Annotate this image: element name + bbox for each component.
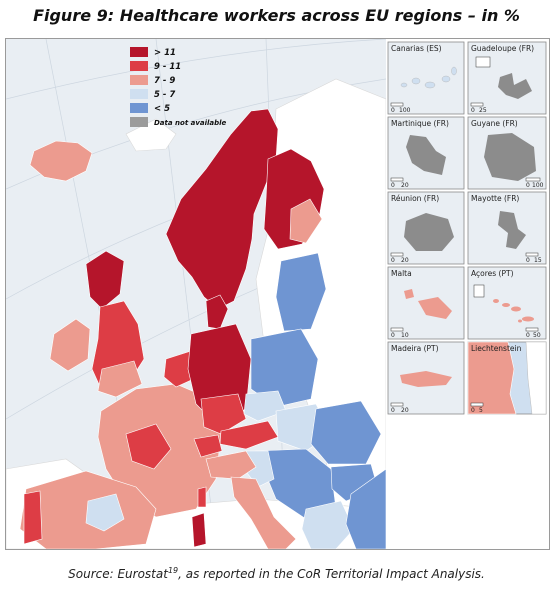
legend-swatch-gt11: [130, 47, 148, 57]
inset-title-martinique: Martinique (FR): [391, 119, 449, 128]
region-denmark: [205, 294, 229, 330]
region-czechia: [243, 390, 287, 422]
region-corsica: [197, 486, 207, 508]
legend-label-7-9: 7 - 9: [154, 76, 175, 86]
legend-label-lt5: < 5: [154, 104, 170, 114]
region-norway-sweden: [165, 108, 279, 310]
legend-swatch-9-11: [130, 61, 148, 71]
region-italy-north: [205, 450, 257, 480]
inset-guyane: Guyane (FR) 0 100: [467, 116, 547, 190]
inset-scale-max-guyane: 100: [532, 182, 544, 189]
inset-acores: Açores (PT) 0 50: [467, 266, 547, 340]
legend-swatch-5-7: [130, 89, 148, 99]
inset-madeira: Madeira (PT) 0 20: [387, 341, 465, 415]
inset-title-acores: Açores (PT): [471, 269, 514, 278]
region-finland-east: [289, 198, 323, 244]
inset-liechtenstein: Liechtenstein 0 5: [467, 341, 547, 415]
legend-label-na: Data not available: [154, 119, 227, 127]
inset-scale-max-mayotte: 15: [534, 257, 542, 264]
inset-title-guadeloupe: Guadeloupe (FR): [471, 44, 534, 53]
inset-scale-zero-mayotte: 0: [526, 257, 530, 264]
inset-scale-max-malta: 10: [401, 332, 409, 339]
inset-reunion: Réunion (FR) 0 20: [387, 191, 465, 265]
inset-scale-zero-guyane: 0: [526, 182, 530, 189]
inset-martinique: Martinique (FR) 0 20: [387, 116, 465, 190]
source-caption: Source: Eurostat19, as reported in the C…: [0, 566, 553, 581]
inset-scale-max-reunion: 20: [401, 257, 409, 264]
inset-scale-max-guadeloupe: 25: [479, 107, 487, 114]
source-prefix: Source: Eurostat: [68, 567, 168, 581]
inset-scale-max-canarias: 100: [399, 107, 411, 114]
inset-scale-zero-guadeloupe: 0: [471, 107, 475, 114]
region-switzerland: [193, 434, 223, 458]
source-suffix: , as reported in the CoR Territorial Imp…: [178, 567, 485, 581]
inset-scale-zero-acores: 0: [526, 332, 530, 339]
legend-label-gt11: > 11: [154, 48, 176, 58]
inset-scale-max-liechtenstein: 5: [479, 407, 483, 414]
inset-canarias: Canarias (ES) 0 100: [387, 41, 465, 115]
legend-label-9-11: 9 - 11: [154, 62, 181, 72]
inset-scale-max-martinique: 20: [401, 182, 409, 189]
inset-malta: Malta 0 10: [387, 266, 465, 340]
region-germany-south: [200, 393, 247, 435]
inset-title-liechtenstein: Liechtenstein: [471, 344, 522, 353]
inset-scale-zero-liechtenstein: 0: [471, 407, 475, 414]
figure-title: Figure 9: Healthcare workers across EU r…: [33, 6, 520, 25]
inset-title-madeira: Madeira (PT): [391, 344, 439, 353]
inset-title-mayotte: Mayotte (FR): [471, 194, 519, 203]
region-austria: [219, 420, 279, 450]
legend-swatch-lt5: [130, 103, 148, 113]
europe-map: > 11 9 - 11 7 - 9 5 - 7 < 5 Data not ava…: [6, 39, 549, 549]
legend-swatch-7-9: [130, 75, 148, 85]
region-france-centre: [125, 423, 172, 470]
inset-scale-max-madeira: 20: [401, 407, 409, 414]
inset-scale-max-acores: 50: [533, 332, 541, 339]
inset-guadeloupe: Guadeloupe (FR) 0 25: [467, 41, 547, 115]
legend-label-5-7: 5 - 7: [154, 90, 175, 100]
map-frame: > 11 9 - 11 7 - 9 5 - 7 < 5 Data not ava…: [5, 38, 550, 550]
legend: > 11 9 - 11 7 - 9 5 - 7 < 5 Data not ava…: [130, 47, 227, 127]
inset-title-malta: Malta: [391, 269, 412, 278]
region-england-south: [97, 360, 143, 398]
inset-scale-zero-malta: 0: [391, 332, 395, 339]
insets-panel: Canarias (ES) 0 100 Guadeloupe (FR) 0 25: [386, 39, 549, 549]
region-romania: [310, 400, 382, 465]
inset-scale-zero-madeira: 0: [391, 407, 395, 414]
region-ireland: [49, 318, 91, 372]
region-sardinia: [191, 512, 207, 548]
source-footnote: 19: [167, 566, 179, 575]
inset-title-guyane: Guyane (FR): [471, 119, 518, 128]
legend-swatch-na: [130, 117, 148, 127]
region-iberia-centre: [85, 493, 125, 532]
inset-scale-zero-canarias: 0: [391, 107, 395, 114]
inset-title-canarias: Canarias (ES): [391, 44, 442, 53]
inset-title-reunion: Réunion (FR): [391, 194, 439, 203]
region-greece: [301, 500, 355, 549]
region-poland: [250, 328, 319, 408]
region-iceland: [29, 140, 93, 182]
region-baltics: [275, 252, 327, 332]
inset-scale-zero-reunion: 0: [391, 257, 395, 264]
inset-scale-zero-martinique: 0: [391, 182, 395, 189]
region-portugal: [23, 490, 43, 545]
inset-mayotte: Mayotte (FR) 0 15: [467, 191, 547, 265]
region-scotland: [85, 250, 125, 310]
region-turkey: [345, 468, 387, 549]
region-italy: [230, 476, 297, 549]
